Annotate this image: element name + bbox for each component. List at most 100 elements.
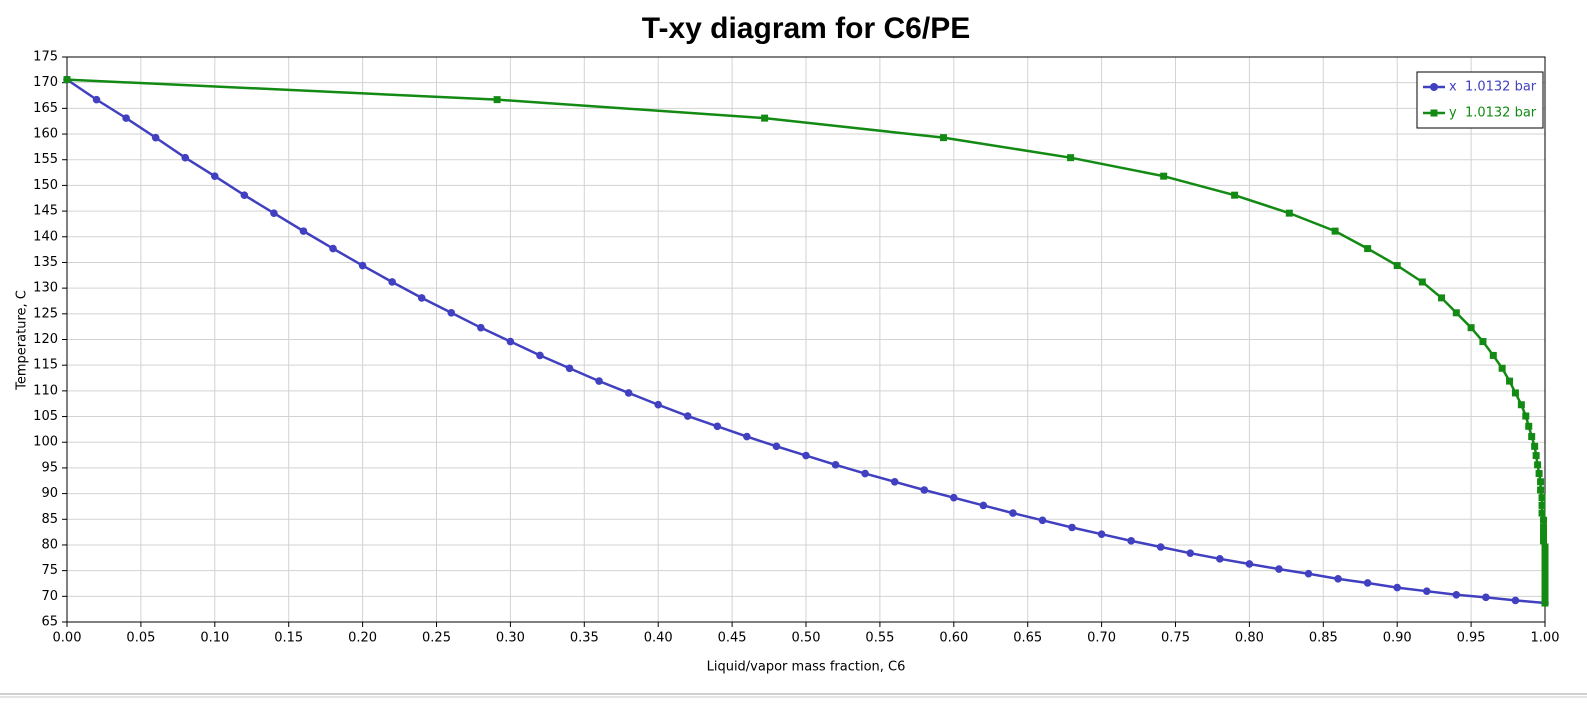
marker bbox=[1438, 294, 1446, 302]
marker bbox=[151, 133, 160, 142]
y-axis-label: Temperature, C bbox=[15, 290, 30, 391]
marker bbox=[1363, 579, 1372, 587]
y-tick-label: 110 bbox=[33, 383, 58, 398]
marker bbox=[1525, 422, 1533, 430]
marker bbox=[624, 389, 633, 397]
marker bbox=[1285, 209, 1293, 217]
marker bbox=[1537, 486, 1545, 494]
marker bbox=[1531, 442, 1539, 450]
x-tick-label: 0.70 bbox=[1087, 631, 1116, 646]
y-tick-label: 175 bbox=[33, 50, 58, 65]
marker bbox=[920, 486, 929, 494]
marker bbox=[1541, 579, 1549, 587]
marker bbox=[1467, 324, 1475, 332]
marker bbox=[1393, 262, 1401, 270]
marker bbox=[358, 261, 367, 270]
marker bbox=[1538, 494, 1546, 502]
y-tick-label: 90 bbox=[41, 486, 58, 501]
x-tick-label: 0.50 bbox=[792, 631, 821, 646]
chart-title: T-xy diagram for C6/PE bbox=[642, 12, 970, 45]
marker bbox=[447, 308, 456, 317]
x-tick-label: 0.85 bbox=[1309, 631, 1338, 646]
marker bbox=[1038, 516, 1047, 525]
y-tick-label: 140 bbox=[33, 229, 58, 244]
marker bbox=[299, 227, 308, 235]
marker bbox=[761, 114, 769, 122]
marker bbox=[683, 412, 692, 420]
x-tick-label: 0.80 bbox=[1235, 631, 1264, 646]
marker bbox=[1532, 452, 1540, 460]
y-tick-label: 145 bbox=[33, 204, 58, 219]
marker bbox=[1511, 389, 1519, 397]
marker bbox=[1452, 590, 1461, 599]
y-tick-label: 155 bbox=[33, 152, 58, 167]
marker bbox=[1097, 530, 1106, 538]
marker bbox=[1364, 245, 1372, 253]
marker bbox=[1541, 565, 1549, 573]
marker bbox=[181, 153, 190, 162]
x-tick-label: 0.75 bbox=[1161, 631, 1190, 646]
marker bbox=[92, 95, 101, 104]
y-tick-label: 65 bbox=[41, 615, 58, 630]
y-tick-label: 130 bbox=[33, 281, 58, 296]
x-tick-label: 0.45 bbox=[718, 631, 747, 646]
y-tick-label: 160 bbox=[33, 127, 58, 142]
marker bbox=[1541, 599, 1549, 607]
marker bbox=[1528, 433, 1536, 441]
marker bbox=[1517, 401, 1525, 409]
marker bbox=[1489, 351, 1497, 359]
y-tick-label: 120 bbox=[33, 332, 58, 347]
marker bbox=[1186, 549, 1195, 557]
marker bbox=[1540, 530, 1548, 538]
marker bbox=[1482, 593, 1490, 602]
marker bbox=[939, 134, 947, 142]
y-tick-label: 150 bbox=[33, 178, 58, 193]
marker bbox=[1541, 575, 1549, 583]
x-tick-label: 0.05 bbox=[126, 631, 155, 646]
y-tick-label: 135 bbox=[33, 255, 58, 270]
x-tick-label: 0.60 bbox=[939, 631, 968, 646]
marker bbox=[1393, 583, 1401, 592]
marker bbox=[506, 337, 515, 346]
marker bbox=[63, 76, 71, 84]
x-tick-label: 0.15 bbox=[274, 631, 303, 646]
marker bbox=[1422, 587, 1431, 595]
y-tick-label: 75 bbox=[41, 563, 58, 578]
legend-marker bbox=[1430, 109, 1438, 117]
marker bbox=[1522, 412, 1530, 420]
legend-label: y 1.0132 bar bbox=[1449, 106, 1537, 121]
marker bbox=[1127, 537, 1135, 545]
marker bbox=[1331, 227, 1339, 235]
marker bbox=[1541, 560, 1549, 568]
marker bbox=[1541, 570, 1549, 578]
marker bbox=[388, 278, 396, 286]
marker bbox=[1540, 523, 1548, 531]
marker bbox=[1541, 543, 1549, 551]
y-tick-label: 170 bbox=[33, 75, 58, 90]
marker bbox=[890, 477, 899, 486]
x-tick-label: 0.25 bbox=[422, 631, 451, 646]
x-tick-label: 0.20 bbox=[348, 631, 377, 646]
marker bbox=[1418, 278, 1426, 286]
marker bbox=[1067, 154, 1075, 162]
marker bbox=[1511, 596, 1520, 605]
y-tick-label: 85 bbox=[41, 512, 58, 527]
marker bbox=[240, 191, 249, 199]
marker bbox=[122, 114, 130, 122]
marker bbox=[1498, 364, 1506, 372]
marker bbox=[270, 209, 278, 217]
marker bbox=[654, 400, 662, 409]
marker bbox=[1540, 537, 1548, 545]
marker bbox=[1541, 584, 1549, 592]
legend-box bbox=[1416, 71, 1544, 129]
marker bbox=[1068, 523, 1076, 532]
marker bbox=[1160, 172, 1168, 180]
y-tick-label: 100 bbox=[33, 435, 58, 450]
marker bbox=[772, 442, 781, 451]
x-tick-label: 0.95 bbox=[1457, 631, 1486, 646]
marker bbox=[1506, 377, 1514, 385]
marker bbox=[831, 461, 840, 469]
marker bbox=[1231, 191, 1239, 199]
y-tick-label: 80 bbox=[41, 537, 58, 552]
marker bbox=[1334, 575, 1342, 583]
